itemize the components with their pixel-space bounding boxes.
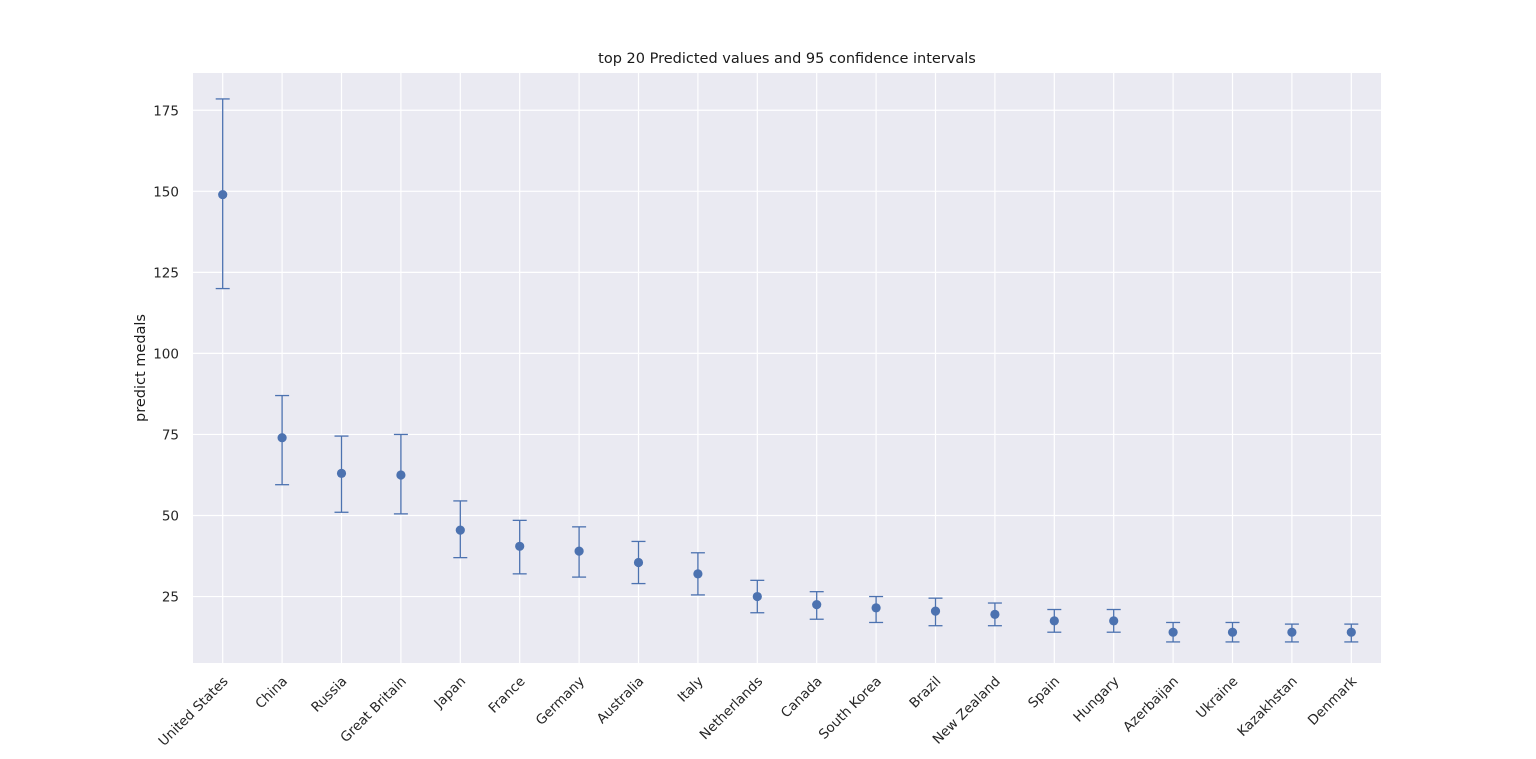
data-point: [871, 603, 881, 613]
x-tick-label: Japan: [430, 674, 469, 713]
x-tick-label: Brazil: [906, 674, 944, 712]
data-points: [218, 189, 1356, 637]
data-point: [990, 609, 1000, 619]
x-tick-label: Ukraine: [1193, 674, 1241, 722]
x-tick-label: Italy: [675, 674, 707, 706]
x-tick-label: China: [252, 674, 291, 713]
y-tick-label: 175: [153, 103, 179, 119]
chart-title: top 20 Predicted values and 95 confidenc…: [598, 51, 976, 67]
x-tick-label: Spain: [1025, 674, 1063, 712]
data-point: [218, 189, 228, 200]
plot-area: [193, 73, 1381, 663]
y-tick-label: 75: [162, 427, 179, 443]
x-tick-label: Australia: [594, 674, 648, 728]
y-tick-label: 50: [162, 509, 179, 525]
y-tick-label: 125: [153, 265, 179, 281]
y-axis-label: predict medals: [133, 314, 149, 422]
data-point: [1109, 616, 1119, 626]
x-tick-label: Kazakhstan: [1234, 674, 1300, 740]
data-point: [930, 606, 941, 616]
data-point: [336, 468, 347, 478]
data-point: [574, 546, 584, 556]
y-tick-label: 100: [153, 346, 179, 362]
x-tick-label: Netherlands: [697, 674, 767, 744]
data-point: [1287, 627, 1297, 637]
data-point: [277, 433, 287, 443]
x-tick-label: Azerbaijan: [1120, 674, 1182, 736]
x-tick-label: South Korea: [816, 674, 885, 743]
x-tick-label: Germany: [533, 674, 588, 729]
data-point: [1227, 627, 1238, 637]
data-point: [1168, 627, 1178, 637]
data-point: [1049, 616, 1059, 626]
x-tick-label: France: [485, 674, 528, 717]
data-point: [633, 557, 644, 568]
data-point: [812, 600, 822, 610]
data-point: [1346, 627, 1356, 637]
data-point: [515, 541, 525, 551]
y-tick-label: 25: [162, 590, 179, 606]
data-point: [455, 525, 465, 535]
x-tick-label: Denmark: [1305, 673, 1360, 728]
x-tick-label: Canada: [778, 674, 826, 722]
data-point: [693, 569, 703, 579]
x-tick-label: United States: [156, 674, 232, 750]
x-tick-label: Russia: [308, 674, 350, 716]
y-axis-ticks: 25 50 75 100 125 150 175: [153, 103, 179, 605]
x-tick-label: Hungary: [1070, 674, 1122, 726]
data-point: [396, 470, 406, 480]
y-tick-label: 150: [153, 184, 179, 200]
data-point: [752, 591, 762, 602]
